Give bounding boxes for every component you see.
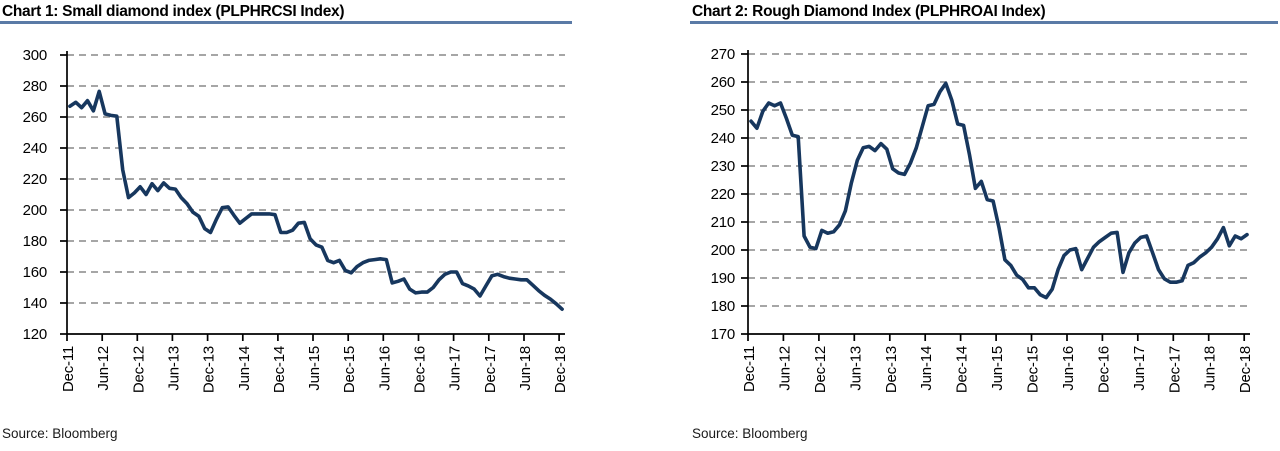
- source-caption: Source: Bloomberg: [692, 426, 808, 441]
- y-axis-label: 240: [711, 130, 735, 147]
- chart-panel-small-diamond: Chart 1: Small diamond index (PLPHRCSI I…: [0, 0, 578, 451]
- x-axis-label: Jun-14: [918, 346, 935, 391]
- y-axis-label: 270: [711, 46, 735, 63]
- title-underline-rule: [690, 21, 1278, 24]
- x-axis-label: Jun-17: [1131, 346, 1148, 391]
- x-axis-label: Jun-12: [95, 346, 112, 391]
- x-axis-label: Dec-11: [60, 346, 77, 392]
- y-axis-label: 210: [711, 214, 735, 231]
- y-axis-label: 180: [711, 298, 735, 315]
- y-axis-label: 300: [23, 47, 47, 64]
- source-caption: Source: Bloomberg: [2, 426, 118, 441]
- x-axis-label: Dec-16: [412, 346, 429, 393]
- x-axis-label: Dec-16: [1095, 346, 1112, 393]
- line-chart-plphroai: 170 180 190 200 210 220 230 240 250 260 270 Dec-11 J…: [711, 46, 1255, 393]
- y-axis-label: 140: [23, 295, 47, 312]
- x-axis-label: Dec-14: [954, 346, 971, 393]
- x-axis-label: Jun-12: [776, 346, 793, 391]
- x-axis-label: Dec-15: [341, 346, 358, 393]
- y-axis-label: 240: [23, 140, 47, 157]
- y-axis-label: 220: [711, 186, 735, 203]
- x-axis-label: Jun-15: [989, 346, 1006, 391]
- chart-title: Chart 1: Small diamond index (PLPHRCSI I…: [2, 3, 345, 20]
- x-axis-label: Dec-17: [482, 346, 499, 393]
- title-underline-rule: [0, 21, 572, 24]
- series-line: [68, 89, 564, 312]
- x-axis-label: Jun-16: [376, 346, 393, 391]
- y-axis-label: 260: [23, 109, 47, 126]
- y-axis-label: 190: [711, 270, 735, 287]
- x-axis-label: Dec-12: [812, 346, 829, 393]
- x-axis-label: Jun-16: [1060, 346, 1077, 391]
- y-axis-label: 120: [23, 326, 47, 343]
- series-line: [749, 81, 1249, 300]
- y-axis-label: 180: [23, 233, 47, 250]
- x-axis-label: Jun-14: [236, 346, 253, 391]
- y-axis-label: 280: [23, 78, 47, 95]
- x-axis-label: Dec-17: [1166, 346, 1183, 393]
- chart-title: Chart 2: Rough Diamond Index (PLPHROAI I…: [692, 3, 1046, 20]
- x-axis-label: Dec-11: [741, 346, 758, 392]
- x-axis-label: Jun-18: [1202, 346, 1219, 391]
- y-axis-label: 170: [711, 326, 735, 343]
- x-axis-label: Dec-12: [130, 346, 147, 393]
- y-axis-label: 200: [23, 202, 47, 219]
- x-axis-label: Dec-13: [883, 346, 900, 393]
- y-axis-label: 220: [23, 171, 47, 188]
- x-axis-label: Dec-14: [271, 346, 288, 393]
- chart-panel-rough-diamond: Chart 2: Rough Diamond Index (PLPHROAI I…: [690, 0, 1280, 451]
- x-axis-label: Jun-17: [447, 346, 464, 391]
- y-axis-label: 200: [711, 242, 735, 259]
- x-axis-label: Dec-15: [1025, 346, 1042, 393]
- x-axis-label: Jun-18: [517, 346, 534, 391]
- x-axis-label: Dec-13: [201, 346, 218, 393]
- x-axis-label: Dec-18: [1237, 346, 1254, 393]
- x-axis-label: Dec-18: [552, 346, 569, 393]
- line-chart-plphrcsi: 120 140 160 180 200 220 240 260 280 300 Dec-11 Jun-…: [23, 47, 570, 393]
- y-axis-label: 260: [711, 74, 735, 91]
- x-axis-label: Jun-13: [165, 346, 182, 391]
- y-axis-label: 230: [711, 158, 735, 175]
- x-axis-label: Jun-15: [306, 346, 323, 391]
- y-axis-label: 250: [711, 102, 735, 119]
- x-axis-label: Jun-13: [847, 346, 864, 391]
- y-axis-label: 160: [23, 264, 47, 281]
